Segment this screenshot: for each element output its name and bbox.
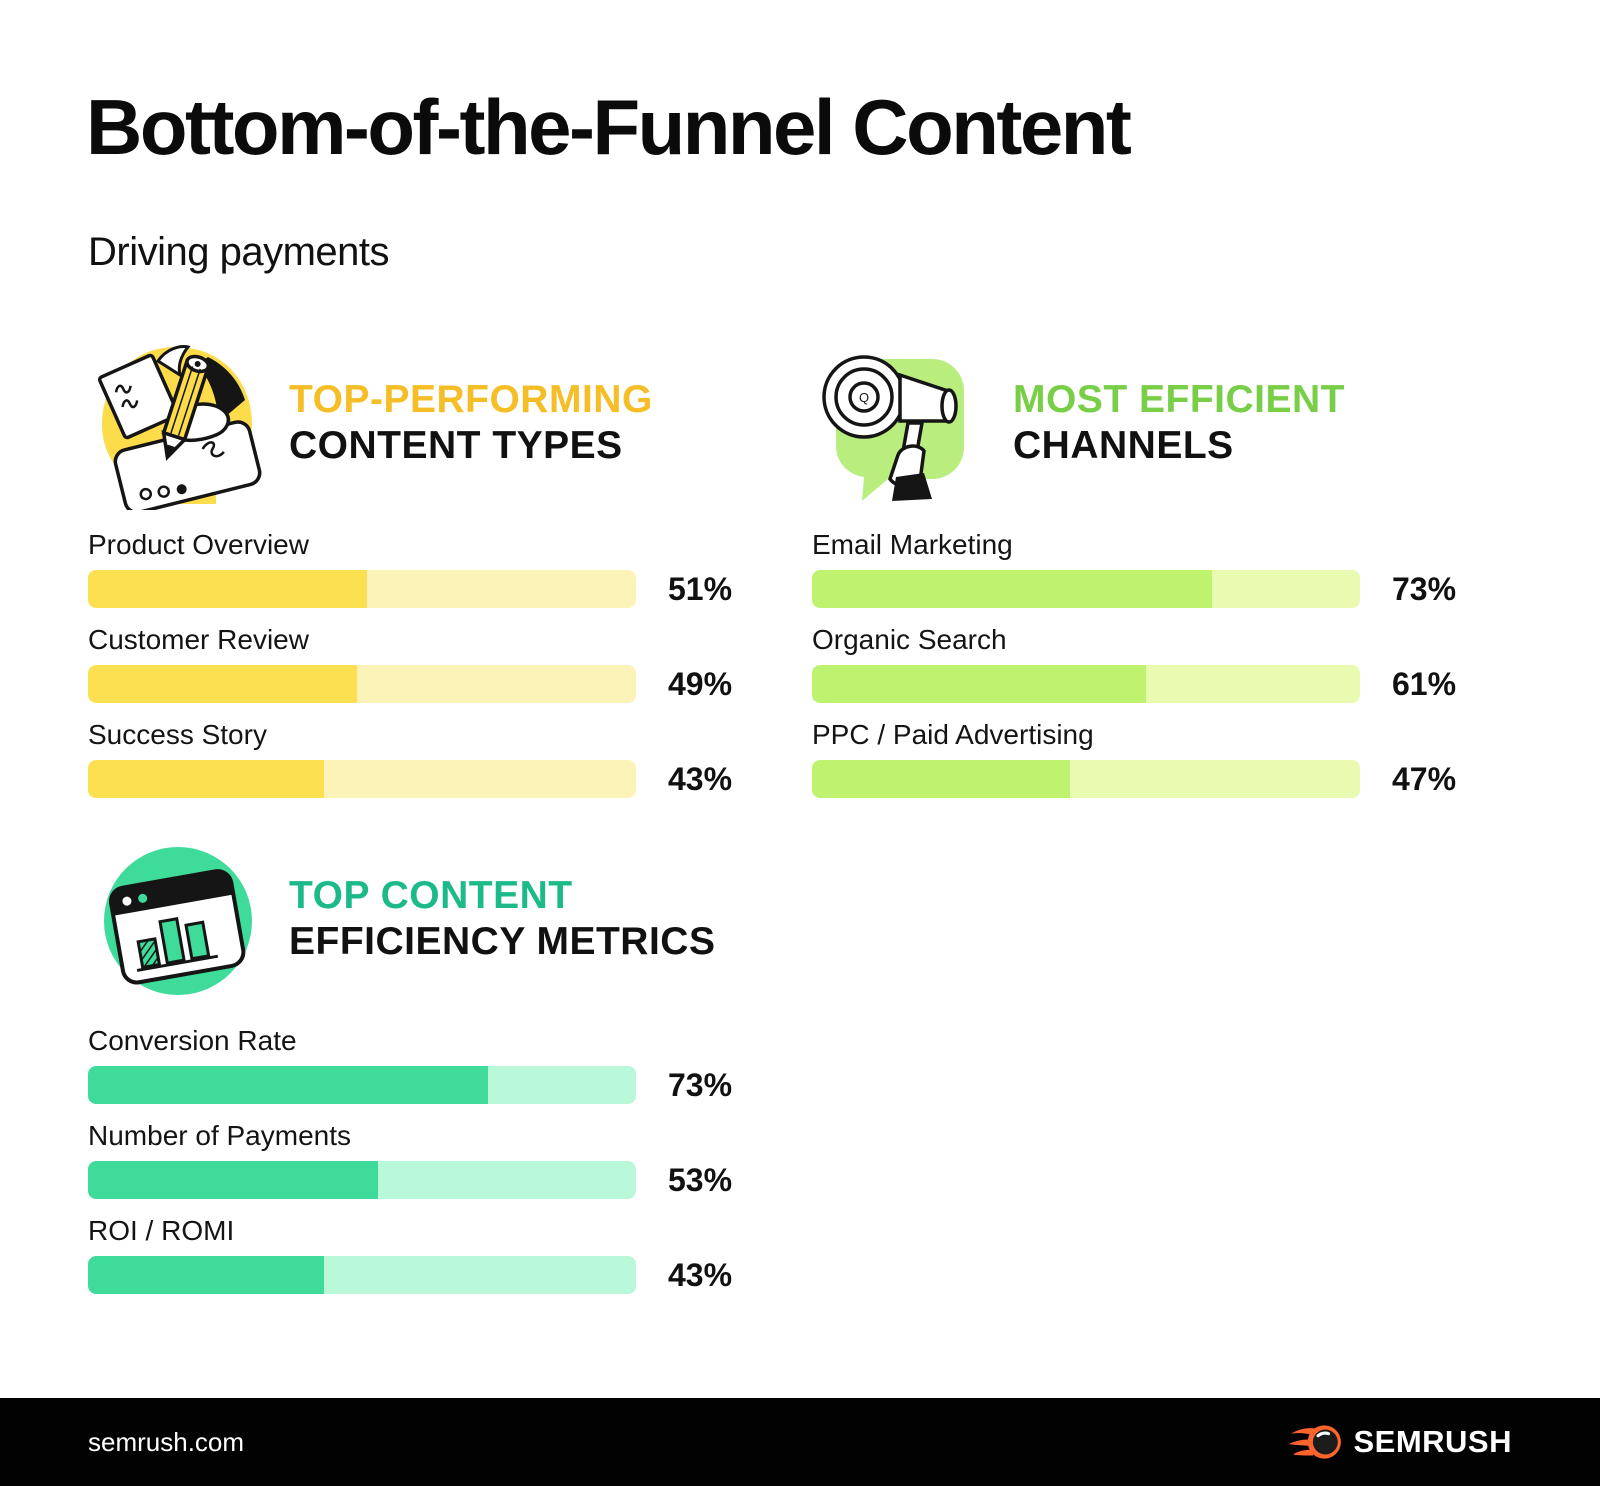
- section-heading-accent: TOP-PERFORMING: [289, 377, 653, 421]
- section-header: TOP CONTENT EFFICIENCY METRICS: [88, 826, 768, 1011]
- page-subtitle: Driving payments: [88, 230, 390, 274]
- page-title: Bottom-of-the-Funnel Content: [86, 83, 1132, 171]
- bar-row: Customer Review 49%: [88, 623, 768, 703]
- bar-fill: [88, 1256, 324, 1294]
- section-channels: Q MOST EFFICIENT CHANNELS Email Marketin…: [812, 330, 1492, 813]
- bar-row: PPC / Paid Advertising 47%: [812, 718, 1492, 798]
- bar-fill: [88, 665, 357, 703]
- footer: semrush.com SEMRUSH: [0, 1398, 1600, 1486]
- bar-track: [812, 760, 1360, 798]
- bar-track: [88, 1161, 636, 1199]
- section-heading-accent: MOST EFFICIENT: [1013, 377, 1345, 421]
- section-heading: CHANNELS: [1013, 423, 1234, 467]
- bar-label: Product Overview: [88, 529, 309, 560]
- bar-row: Email Marketing 73%: [812, 528, 1492, 608]
- bar-row: Conversion Rate 73%: [88, 1024, 768, 1104]
- bar-label: Success Story: [88, 719, 267, 750]
- bar-track: [812, 665, 1360, 703]
- section-heading: CONTENT TYPES: [289, 423, 623, 467]
- svg-text:Q: Q: [859, 390, 869, 405]
- bar-row: Success Story 43%: [88, 718, 768, 798]
- bar-label: Email Marketing: [812, 529, 1013, 560]
- pencil-writing-icon: [88, 335, 263, 510]
- bar-fill: [812, 760, 1070, 798]
- bar-value: 73%: [668, 1066, 733, 1103]
- bar-row: ROI / ROMI 43%: [88, 1214, 768, 1294]
- bar-label: Conversion Rate: [88, 1025, 297, 1056]
- bar-value: 61%: [1392, 665, 1457, 702]
- bar-track: [88, 665, 636, 703]
- bar-fill: [812, 570, 1213, 608]
- semrush-wordmark: SEMRUSH: [1353, 1424, 1512, 1459]
- bar-value: 43%: [668, 760, 733, 797]
- bar-chart-window-icon: [88, 831, 263, 1006]
- bar-track: [88, 1066, 636, 1104]
- bar-track: [812, 570, 1360, 608]
- bar-value: 47%: [1392, 760, 1457, 797]
- section-efficiency-metrics: TOP CONTENT EFFICIENCY METRICS Conversio…: [88, 826, 768, 1309]
- megaphone-icon: Q: [812, 335, 987, 510]
- bar-value: 43%: [668, 1256, 733, 1293]
- bar-row: Product Overview 51%: [88, 528, 768, 608]
- section-content-types: TOP-PERFORMING CONTENT TYPES Product Ove…: [88, 330, 768, 813]
- bar-label: ROI / ROMI: [88, 1215, 235, 1246]
- section-header: Q MOST EFFICIENT CHANNELS: [812, 330, 1492, 515]
- footer-website: semrush.com: [88, 1426, 245, 1457]
- bar-track: [88, 760, 636, 798]
- semrush-flame-icon: [1289, 1421, 1343, 1463]
- semrush-logo: SEMRUSH: [1289, 1421, 1512, 1463]
- bar-fill: [88, 570, 368, 608]
- bar-track: [88, 570, 636, 608]
- bar-track: [88, 1256, 636, 1294]
- bar-row: Number of Payments 53%: [88, 1119, 768, 1199]
- bar-label: PPC / Paid Advertising: [812, 719, 1094, 750]
- bar-value: 51%: [668, 570, 733, 607]
- bar-row: Organic Search 61%: [812, 623, 1492, 703]
- section-header: TOP-PERFORMING CONTENT TYPES: [88, 330, 768, 515]
- bar-fill: [812, 665, 1147, 703]
- bar-label: Number of Payments: [88, 1120, 351, 1151]
- bar-fill: [88, 1066, 489, 1104]
- bar-value: 73%: [1392, 570, 1457, 607]
- bar-fill: [88, 1161, 379, 1199]
- section-heading-accent: TOP CONTENT: [289, 873, 573, 917]
- bar-value: 53%: [668, 1161, 733, 1198]
- bar-label: Customer Review: [88, 624, 309, 655]
- section-heading: EFFICIENCY METRICS: [289, 919, 716, 963]
- bar-fill: [88, 760, 324, 798]
- bar-label: Organic Search: [812, 624, 1007, 655]
- bar-value: 49%: [668, 665, 733, 702]
